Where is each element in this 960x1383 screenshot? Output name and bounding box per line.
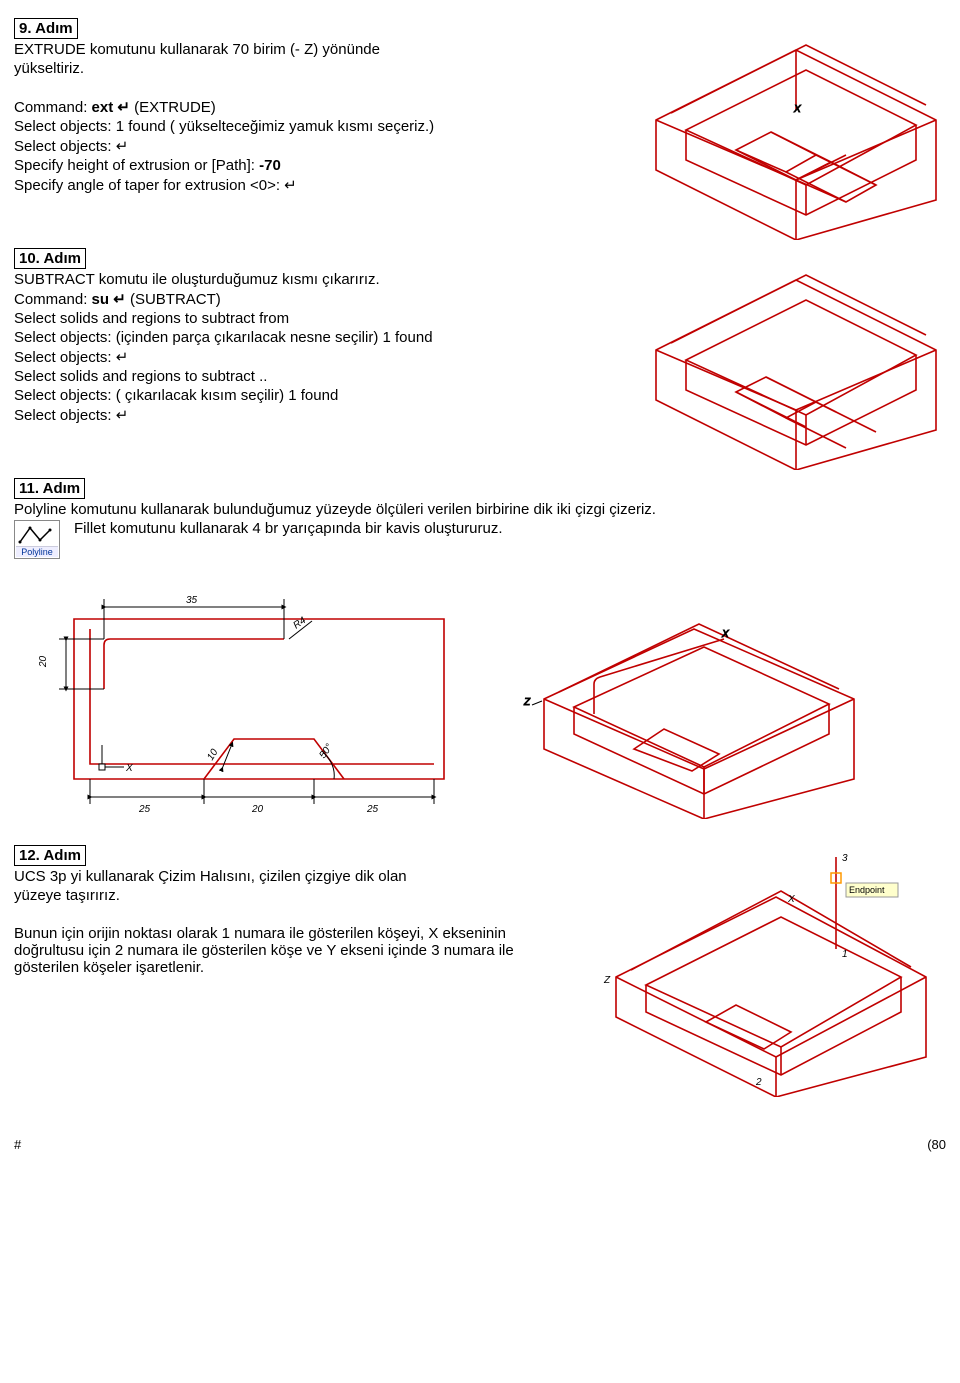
step11-intro2: Fillet komutunu kullanarak 4 br yarıçapı… (74, 520, 503, 537)
step10-cmd5: Select solids and regions to subtract .. (14, 368, 606, 385)
step11-intro1: Polyline komutunu kullanarak bulunduğumu… (14, 501, 946, 518)
polyline-icon (16, 522, 58, 546)
endpoint-tooltip: Endpoint (849, 885, 885, 895)
step11-title: 11. Adım (14, 478, 85, 499)
step12-intro1: UCS 3p yi kullanarak Çizim Halısını, çiz… (14, 868, 566, 885)
polyline-tool-icon[interactable]: Polyline (14, 520, 60, 559)
step12-title: 12. Adım (14, 845, 86, 866)
polyline-icon-label: Polyline (16, 546, 58, 557)
step9-cmd2: Select objects: 1 found ( yükselteceğimi… (14, 118, 606, 135)
dim-r4: R4 (291, 615, 308, 632)
dim-25b: 25 (366, 804, 379, 815)
footer-left: # (14, 1137, 21, 1152)
step10-cmd6: Select objects: ( çıkarılacak kısım seçi… (14, 387, 606, 404)
axis-z: Z (603, 975, 611, 986)
footer-right: (80 (927, 1137, 946, 1152)
svg-text:X: X (125, 763, 133, 774)
dim-20v: 20 (38, 655, 49, 668)
step9-cmd3: Select objects: ↵ (14, 137, 606, 155)
step10-cmd3: Select objects: (içinden parça çıkarılac… (14, 329, 606, 346)
step12-figure: 1 2 3 Endpoint Z X (576, 837, 946, 1097)
step10-title: 10. Adım (14, 248, 86, 269)
axis-x: X (787, 894, 795, 905)
step9-intro-line2: yükseltiriz. (14, 60, 606, 77)
step10-cmd7: Select objects: ↵ (14, 406, 606, 424)
step9-cmd4: Specify height of extrusion or [Path]: -… (14, 157, 606, 174)
dim-25a: 25 (138, 804, 151, 815)
svg-text:Z: Z (523, 697, 531, 708)
step11-2d-figure: 35 20 R4 25 20 (14, 569, 484, 819)
step10-cmd1: Command: su ↵ (SUBTRACT) (14, 290, 606, 308)
step9-intro-line1: EXTRUDE komutunu kullanarak 70 birim (- … (14, 41, 606, 58)
step10-intro: SUBTRACT komutu ile oluşturduğumuz kısmı… (14, 271, 606, 288)
dim-20b: 20 (251, 804, 264, 815)
dim-35: 35 (186, 595, 198, 606)
step9-cmd1: Command: ext ↵ (EXTRUDE) (14, 98, 606, 116)
step10-cmd2: Select solids and regions to subtract fr… (14, 310, 606, 327)
dim-50deg: 50° (317, 742, 335, 761)
step12-para1: Bunun için orijin noktası olarak 1 numar… (14, 925, 566, 976)
svg-text:X: X (721, 629, 729, 640)
label-1: 1 (842, 949, 848, 960)
step10-figure (616, 240, 946, 470)
label-2: 2 (755, 1077, 762, 1088)
step9-cmd5: Specify angle of taper for extrusion <0>… (14, 176, 606, 194)
step9-title: 9. Adım (14, 18, 78, 39)
step10-cmd4: Select objects: ↵ (14, 348, 606, 366)
step9-figure: X (616, 10, 946, 240)
label-3: 3 (842, 853, 848, 864)
svg-text:X: X (793, 104, 801, 115)
step12-intro2: yüzeye taşırırız. (14, 887, 566, 904)
step11-3d-figure: Z X (494, 579, 894, 819)
